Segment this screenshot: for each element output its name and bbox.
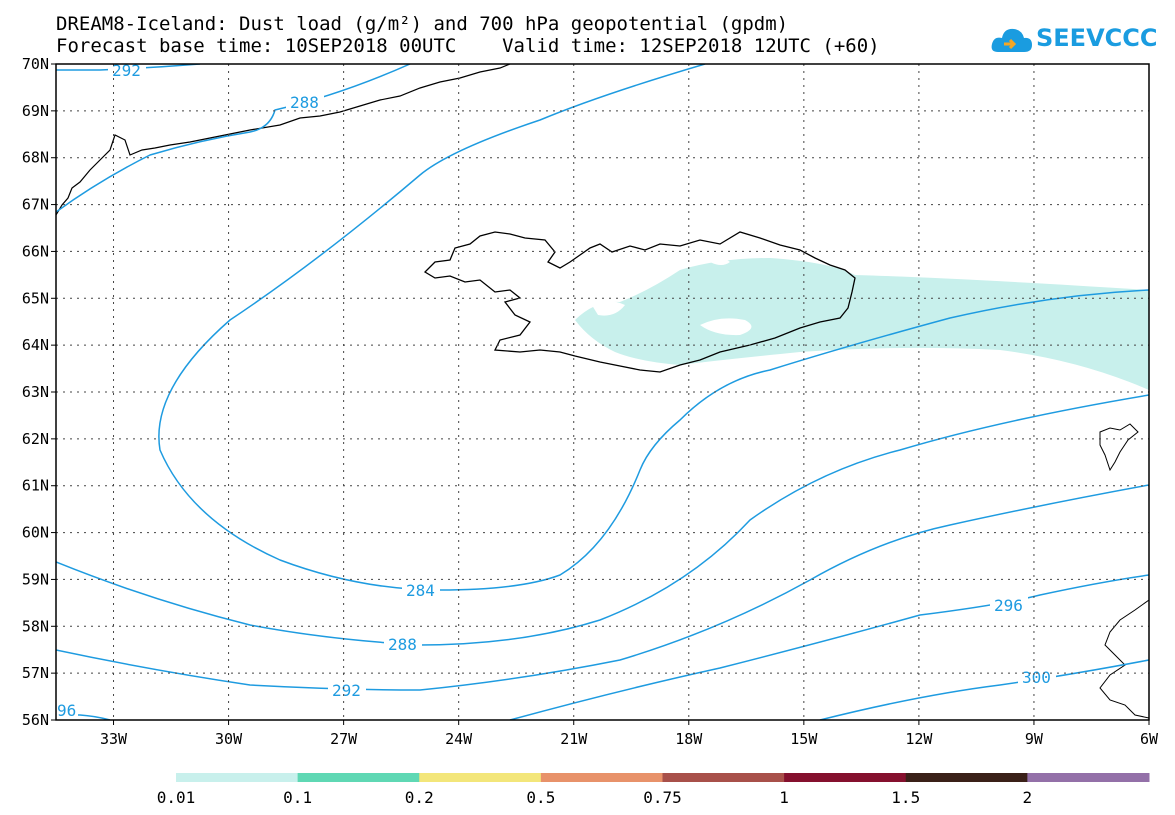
colorbar-tick-label: 1.5 <box>891 788 920 807</box>
scotland-coastline <box>1099 599 1149 719</box>
colorbar-tick-label: 1 <box>779 788 789 807</box>
latitude-label: 56N <box>22 711 49 729</box>
longitude-label: 9W <box>1025 730 1044 748</box>
colorbar-tick-label: 0.2 <box>405 788 434 807</box>
longitude-label: 6W <box>1140 730 1159 748</box>
longitude-label: 12W <box>905 730 933 748</box>
latitude-label: 63N <box>22 383 49 401</box>
map-title: DREAM8-Iceland: Dust load (g/m²) and 700… <box>56 13 789 35</box>
contour-label: 284 <box>406 581 435 600</box>
longitude-labels: 33W 30W 27W 24W 21W 18W 15W 12W 9W 6W <box>100 730 1159 748</box>
longitude-label: 33W <box>100 730 128 748</box>
greenland-coastline <box>56 64 511 216</box>
contour-label: 300 <box>1022 668 1051 687</box>
latitude-label: 67N <box>22 196 49 214</box>
axis-ticks <box>51 63 1150 725</box>
cloud-icon <box>991 28 1032 52</box>
latitude-label: 64N <box>22 336 49 354</box>
colorbar-tick-label: 0.5 <box>526 788 555 807</box>
contour-label: 288 <box>388 635 417 654</box>
colorbar-swatch <box>1027 773 1150 782</box>
longitude-label: 18W <box>675 730 703 748</box>
contour-label: 288 <box>290 93 319 112</box>
longitude-label: 15W <box>790 730 818 748</box>
latitude-label: 69N <box>22 102 49 120</box>
colorbar-swatch <box>905 773 1028 782</box>
colorbar-swatch <box>784 773 907 782</box>
colorbar-tick-label: 2 <box>1023 788 1033 807</box>
colorbar-swatch <box>540 773 663 782</box>
latitude-label: 62N <box>22 430 49 448</box>
colorbar-swatch <box>297 773 420 782</box>
colorbar <box>176 773 1150 782</box>
contour-label: 292 <box>112 61 141 80</box>
latitude-label: 65N <box>22 289 49 307</box>
colorbar-tick-label: 0.1 <box>283 788 312 807</box>
colorbar-swatch <box>176 773 299 782</box>
colorbar-swatch <box>419 773 542 782</box>
latitude-label: 59N <box>22 570 49 588</box>
latitude-label: 66N <box>22 242 49 260</box>
iceland-coastline <box>423 231 856 373</box>
latitude-label: 68N <box>22 149 49 167</box>
contour-label: 296 <box>994 596 1023 615</box>
forecast-time-subtitle: Forecast base time: 10SEP2018 00UTC Vali… <box>56 35 880 57</box>
longitude-label: 21W <box>560 730 588 748</box>
longitude-label: 27W <box>330 730 358 748</box>
geopotential-contours <box>56 64 1149 720</box>
longitude-label: 30W <box>215 730 243 748</box>
colorbar-labels: 0.01 0.1 0.2 0.5 0.75 1 1.5 2 <box>157 788 1032 807</box>
contour-label: 292 <box>332 681 361 700</box>
latitude-labels: 70N 69N 68N 67N 66N 65N 64N 63N 62N 61N 60N 59N 58N 5… <box>22 55 49 729</box>
graticule <box>56 64 1149 720</box>
colorbar-swatch <box>662 773 785 782</box>
latitude-label: 60N <box>22 524 49 542</box>
dust-plume <box>575 258 1149 390</box>
latitude-label: 58N <box>22 617 49 635</box>
latitude-label: 70N <box>22 55 49 73</box>
faroe-islands <box>1099 423 1139 472</box>
colorbar-tick-label: 0.01 <box>157 788 196 807</box>
latitude-label: 57N <box>22 664 49 682</box>
longitude-label: 24W <box>445 730 473 748</box>
contour-label: 96 <box>57 701 76 720</box>
latitude-label: 61N <box>22 477 49 495</box>
colorbar-tick-label: 0.75 <box>643 788 682 807</box>
logo-text: SEEVCCC <box>1036 24 1158 52</box>
